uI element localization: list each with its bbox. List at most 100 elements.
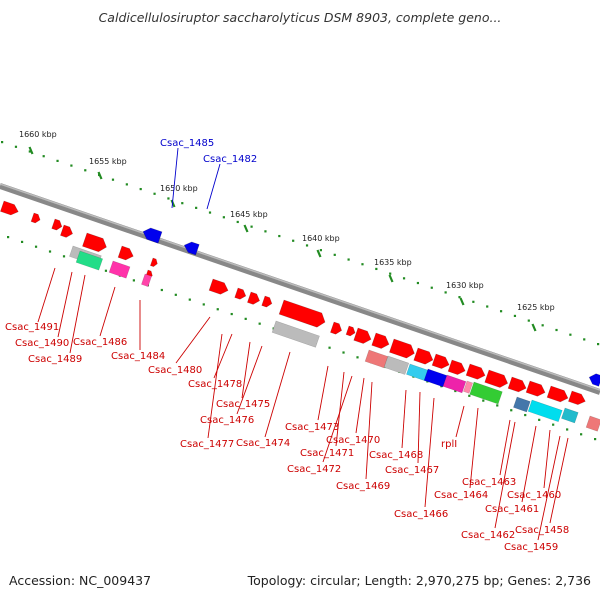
forward-gene-arrow — [389, 338, 415, 359]
forward-label-leader — [521, 425, 537, 503]
accession-label: Accession: NC_009437 — [9, 573, 152, 588]
forward-gene-arrow — [371, 332, 390, 349]
upper-scale-dot — [472, 300, 475, 303]
forward-gene-arrow-shape — [431, 353, 450, 369]
upper-scale-dot — [84, 169, 87, 172]
forward-gene-arrow — [82, 232, 107, 253]
lower-scale-dot — [482, 399, 485, 402]
forward-gene-label: Csac_1459 — [504, 542, 558, 553]
forward-gene-arrow — [234, 287, 247, 300]
reverse-label-leader — [206, 163, 221, 210]
forward-gene-arrow — [431, 353, 450, 369]
upper-scale-dot — [597, 343, 600, 346]
reverse-gene-arrow — [142, 227, 163, 244]
forward-label-leader — [537, 435, 561, 541]
upper-scale-dot — [222, 216, 225, 219]
forward-gene-arrow — [150, 257, 158, 267]
forward-gene-label: rplI — [441, 439, 457, 450]
forward-gene-label: Csac_1467 — [385, 465, 439, 476]
upper-scale-dot — [458, 296, 461, 299]
forward-gene-arrow-shape — [234, 287, 247, 300]
reverse-gene-label: Csac_1482 — [203, 154, 257, 165]
upper-scale-dot — [208, 211, 212, 214]
upper-scale-dot — [486, 305, 489, 308]
forward-label-leader — [549, 437, 569, 524]
forward-gene-label: Csac_1491 — [5, 322, 59, 333]
major-scale-tick — [170, 199, 176, 208]
forward-gene-label: Csac_1463 — [462, 477, 516, 488]
upper-scale-dot — [430, 286, 433, 289]
feature-block — [513, 396, 531, 413]
reverse-gene-arrow-shape — [588, 373, 600, 387]
scale-label: 1640 kbp — [302, 234, 340, 243]
feature-block — [527, 399, 563, 423]
lower-scale-dot — [132, 279, 135, 282]
scale-label: 1630 kbp — [446, 281, 484, 290]
forward-gene-arrow-shape — [60, 224, 73, 238]
forward-gene-arrow — [484, 369, 509, 388]
upper-scale-dot — [292, 239, 295, 242]
forward-gene-label: Csac_1472 — [287, 464, 341, 475]
forward-label-leader — [355, 377, 365, 434]
upper-scale-dot — [250, 225, 253, 228]
forward-gene-arrow — [247, 291, 260, 305]
lower-scale-dot — [188, 298, 191, 301]
forward-label-leader — [543, 429, 551, 489]
upper-scale-dot — [278, 234, 281, 238]
forward-gene-label: Csac_1461 — [485, 504, 539, 515]
lower-scale-dot — [552, 423, 555, 426]
forward-gene-label: Csac_1489 — [28, 354, 82, 365]
forward-gene-label: Csac_1473 — [285, 422, 339, 433]
lower-scale-dot — [328, 346, 331, 349]
forward-gene-arrow-shape — [82, 232, 107, 253]
forward-gene-arrow-shape — [150, 257, 158, 267]
feature-block — [75, 250, 104, 271]
forward-label-leader — [37, 267, 56, 323]
forward-gene-arrow-shape — [546, 385, 569, 403]
lower-scale-dot — [160, 288, 163, 292]
forward-gene-arrow — [30, 212, 41, 224]
forward-gene-arrow-shape — [389, 338, 415, 359]
forward-gene-arrow-shape — [413, 347, 434, 365]
forward-label-leader — [401, 389, 407, 449]
forward-gene-arrow — [353, 327, 372, 344]
lower-scale-dot — [510, 409, 513, 412]
reverse-gene-arrow — [588, 373, 600, 387]
upper-scale-dot — [527, 319, 530, 322]
forward-gene-label: Csac_1486 — [73, 337, 127, 348]
lower-scale-dot — [20, 240, 24, 244]
upper-scale-dot — [333, 253, 336, 256]
lower-scale-dot — [48, 250, 52, 253]
forward-gene-arrow-shape — [447, 359, 466, 375]
scale-label: 1645 kbp — [230, 210, 268, 219]
upper-scale-dot — [70, 164, 73, 167]
reverse-gene-arrow-shape — [183, 241, 200, 256]
forward-gene-label: Csac_1475 — [216, 399, 270, 410]
feature-block — [271, 320, 320, 348]
upper-scale-dot — [583, 338, 586, 341]
forward-gene-arrow-shape — [465, 363, 486, 380]
forward-gene-arrow-shape — [507, 376, 527, 393]
scale-label: 1650 kbp — [160, 184, 198, 193]
lower-scale-dot — [62, 255, 66, 258]
forward-gene-label: Csac_1462 — [461, 530, 515, 541]
forward-gene-arrow-shape — [568, 390, 586, 405]
upper-scale-dot — [513, 314, 517, 318]
forward-gene-arrow — [0, 200, 19, 216]
lower-scale-dot — [7, 236, 10, 239]
upper-scale-dot — [139, 187, 142, 191]
feature-block — [423, 368, 448, 388]
forward-gene-label: Csac_1476 — [200, 415, 254, 426]
reverse-gene-label: Csac_1485 — [160, 138, 214, 149]
forward-label-leader — [317, 365, 329, 421]
forward-gene-label: Csac_1464 — [434, 490, 488, 501]
major-scale-tick — [243, 224, 249, 233]
lower-scale-dot — [356, 356, 359, 359]
lower-scale-dot — [230, 312, 233, 316]
lower-scale-dot — [594, 438, 597, 441]
feature-block — [108, 260, 131, 279]
upper-scale-dot — [1, 141, 4, 144]
forward-gene-label: Csac_1490 — [15, 338, 69, 349]
upper-scale-dot — [195, 206, 198, 209]
